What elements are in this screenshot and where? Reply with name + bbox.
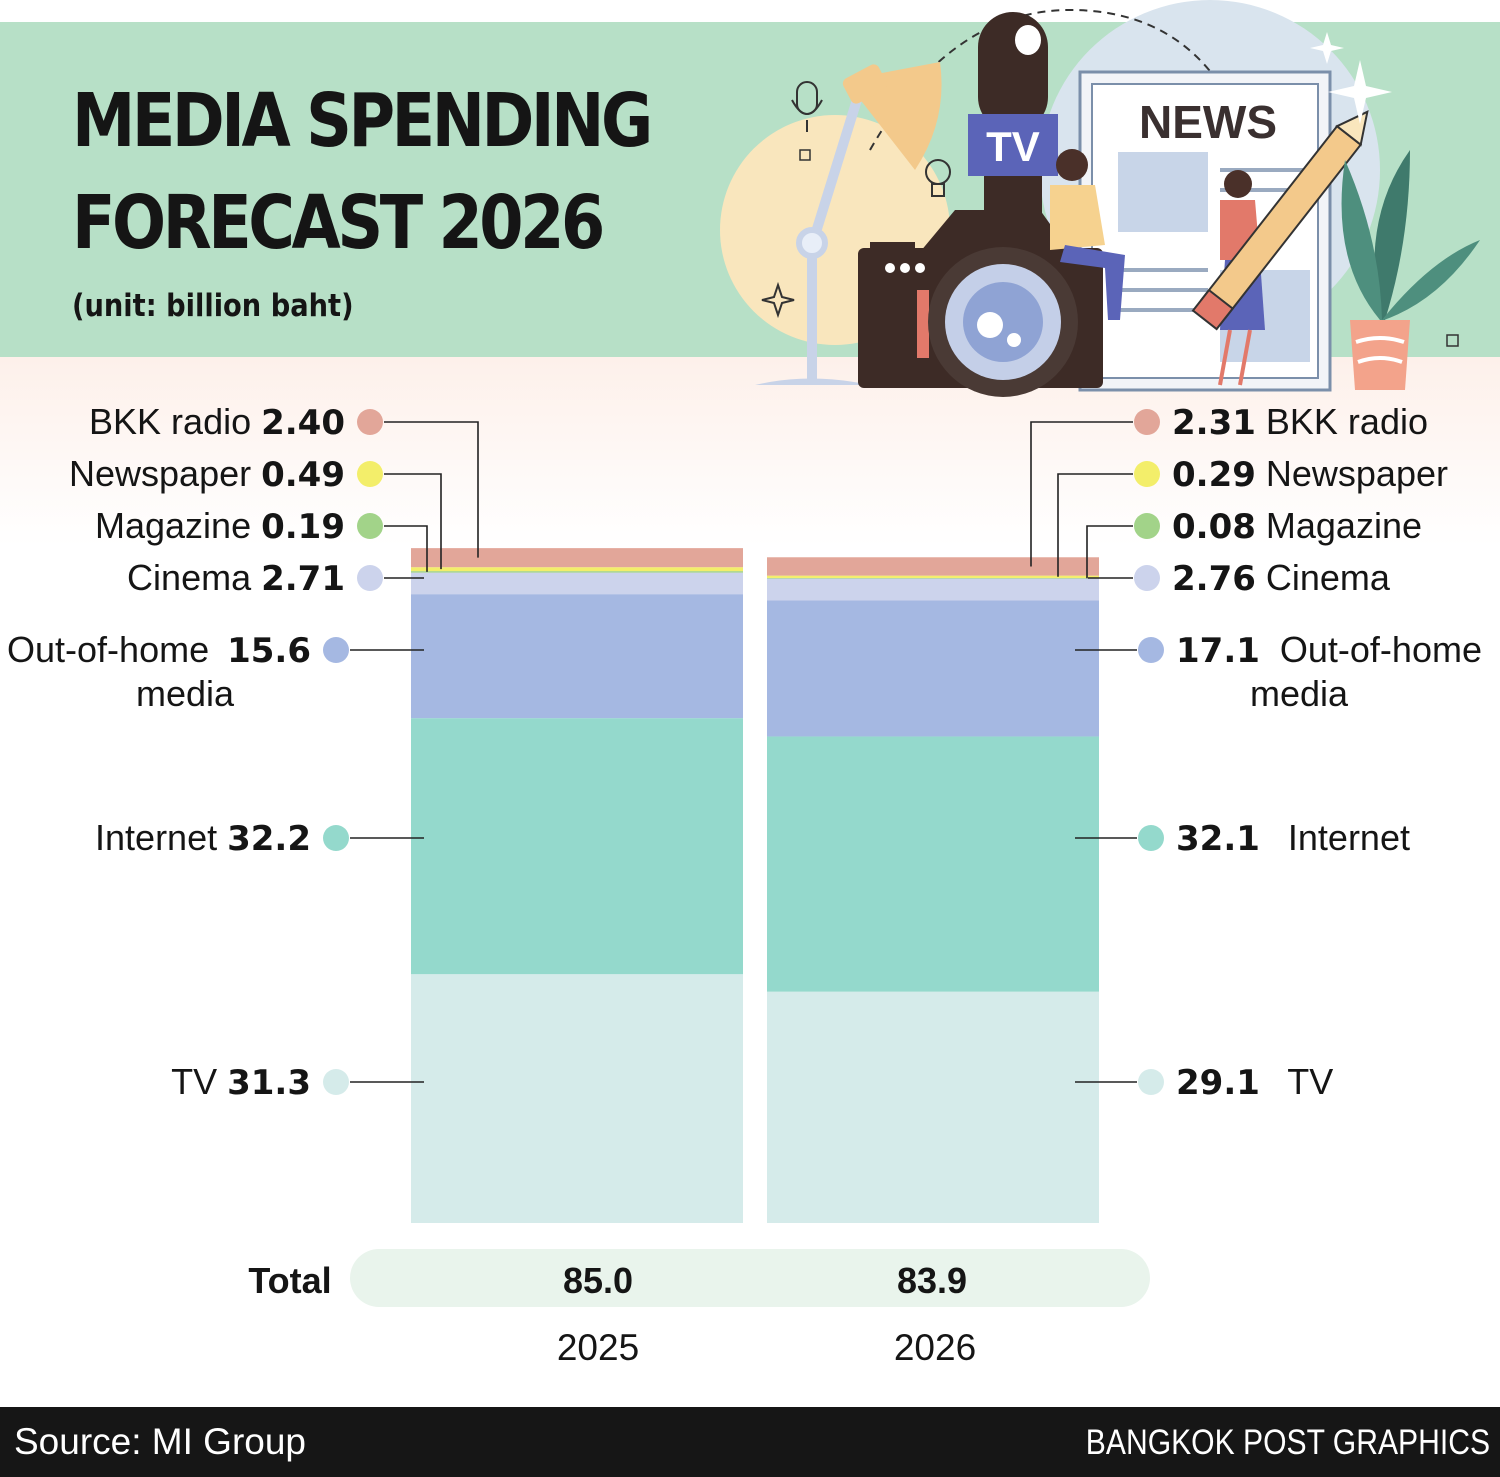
bar-segment-magazine-2025 [411, 571, 743, 573]
bar-segment-tv-2026 [767, 991, 1099, 1223]
graphics-credit: BANGKOK POST GRAPHICS [1085, 1423, 1490, 1462]
leader-line-2026-newspaper [1057, 473, 1133, 577]
checkbox-icon [1446, 334, 1459, 347]
bar-segment-bkk-radio-2026 [767, 557, 1099, 576]
series-label-2025-internet: Internet 32.2 [95, 817, 311, 859]
series-label-2025-cinema: Cinema 2.71 [127, 557, 345, 599]
series-label-2026-cinema: 2.76 Cinema [1172, 557, 1391, 599]
leader-line-2026-bkk-radio [1030, 421, 1133, 567]
series-label-2026-internet: 32.1 Internet [1176, 817, 1410, 859]
lightbulb-icon [925, 159, 951, 197]
legend-dot-2026-bkk-radio [1134, 409, 1160, 435]
legend-dot-2026-magazine [1134, 513, 1160, 539]
bar-segment-out-of-home-media-2025 [411, 594, 743, 719]
legend-dot-2026-out-of-home-media [1138, 637, 1164, 663]
series-label-2025-bkk-radio: BKK radio 2.40 [89, 401, 345, 443]
news-sign: NEWS [1139, 96, 1277, 148]
legend-dot-2025-magazine [357, 513, 383, 539]
series-label-2026-tv: 29.1 TV [1176, 1061, 1333, 1103]
sparkle-icon [1328, 60, 1392, 124]
series-label-2026-newspaper: 0.29 Newspaper [1172, 453, 1448, 495]
footer-bar: Source: MI Group BANGKOK POST GRAPHICS [0, 1407, 1500, 1477]
leader-line-2025-magazine [384, 525, 428, 572]
legend-dot-2026-newspaper [1134, 461, 1160, 487]
legend-dot-2025-bkk-radio [357, 409, 383, 435]
legend-dot-2025-internet [323, 825, 349, 851]
bar-segment-magazine-2026 [767, 577, 1099, 579]
bar-segment-cinema-2026 [767, 578, 1099, 601]
totals-band [350, 1249, 1150, 1307]
title-line-1: MEDIA SPENDING [72, 78, 653, 164]
legend-dot-2026-tv [1138, 1069, 1164, 1095]
desk-lamp-icon [755, 62, 942, 385]
leader-line-2025-newspaper [384, 473, 442, 570]
series-label-2026-magazine: 0.08 Magazine [1172, 505, 1422, 547]
media-illustration: TV NEWS [720, 0, 1480, 397]
category-label-2025: 2025 [557, 1327, 639, 1368]
plant-icon [1341, 150, 1480, 390]
series-label-2025-magazine: Magazine 0.19 [95, 505, 345, 547]
category-label-2026: 2026 [894, 1327, 976, 1368]
bar-segment-out-of-home-media-2026 [767, 600, 1099, 737]
bar-segment-internet-2026 [767, 736, 1099, 992]
camera-icon [858, 210, 1103, 397]
leader-lines-layer [350, 421, 1137, 1083]
bar-segment-bkk-radio-2025 [411, 548, 743, 568]
series-label-2025-out-of-home-media-line2: media [136, 673, 235, 714]
bar-segment-internet-2025 [411, 718, 743, 975]
total-2026: 83.9 [897, 1260, 967, 1301]
leader-line-2025-bkk-radio [384, 421, 479, 558]
sparkle-icon [1310, 32, 1344, 64]
series-label-2026-bkk-radio: 2.31 BKK radio [1172, 401, 1428, 443]
bars-layer [411, 548, 1099, 1223]
legend-dot-2025-cinema [357, 565, 383, 591]
legend-dot-2025-tv [323, 1069, 349, 1095]
series-label-2025-out-of-home-media: Out-of-home 15.6 [7, 629, 311, 671]
bar-segment-tv-2025 [411, 974, 743, 1223]
leader-line-2026-magazine [1086, 525, 1133, 579]
series-label-2026-out-of-home-media: 17.1 Out-of-home [1176, 629, 1482, 671]
sparkle-icon [761, 281, 795, 319]
source-note: Source: MI Group [14, 1421, 307, 1462]
bar-segment-newspaper-2026 [767, 575, 1099, 578]
series-label-2026-out-of-home-media-line2: media [1250, 673, 1349, 714]
bar-segment-cinema-2025 [411, 572, 743, 595]
labels-layer: TV 31.3 29.1 TV Internet 32.2 32.1 Internet… [7, 401, 1482, 1103]
series-label-2025-newspaper: Newspaper 0.49 [69, 453, 345, 495]
newspaper-icon: NEWS [1078, 70, 1332, 392]
unit-subtitle: (unit: billion baht) [72, 288, 354, 324]
chart-background [0, 357, 1500, 1407]
series-label-2025-tv: TV 31.3 [171, 1061, 311, 1103]
person-sitting-icon [1050, 149, 1125, 320]
legend-dot-2025-newspaper [357, 461, 383, 487]
stacked-bar-chart: TV 31.3 29.1 TV Internet 32.2 32.1 Internet… [7, 401, 1482, 1368]
legend-dot-2026-internet [1138, 825, 1164, 851]
microphone-icon [791, 81, 823, 161]
tv-sign: TV [986, 123, 1040, 170]
title-line-2: FORECAST 2026 [72, 180, 605, 266]
legend-dot-2026-cinema [1134, 565, 1160, 591]
total-2025: 85.0 [563, 1260, 633, 1301]
totals-label: Total [248, 1260, 331, 1301]
legend-dot-2025-out-of-home-media [323, 637, 349, 663]
bar-segment-newspaper-2025 [411, 567, 743, 572]
